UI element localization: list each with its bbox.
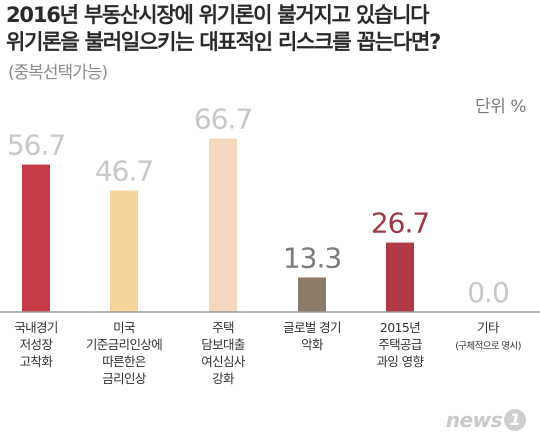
category-label-1-1: 기준금리인상에 [86,337,162,352]
chart-title: 2016년 부동산시장에 위기론이 불거지고 있습니다 위기론을 불러일으키는 … [6,2,536,56]
bar-3 [298,277,326,312]
category-label-2-3: 강화 [212,371,235,386]
category-label-2-2: 여신심사 [201,354,246,369]
bar-0 [22,164,50,312]
category-label-5-1: (구체적으로 명시) [455,340,521,352]
unit-label: 단위 % [475,97,526,117]
logo-text: news [445,408,503,432]
category-label-2-0: 주택 [212,320,234,335]
chart-subtitle: (중복선택가능) [8,63,108,83]
title-line-1: 2016년 부동산시장에 위기론이 불거지고 있습니다 [6,3,430,27]
bars-group [22,138,414,312]
category-label-4-1: 주택공급 [378,337,422,352]
category-label-4-0: 2015년 [380,320,420,335]
title-line-2: 위기론을 불러일으키는 대표적인 리스크를 꼽는다면? [6,30,441,54]
category-label-5-0: 기타 [477,320,500,335]
bar-4 [386,242,414,312]
value-label-4: 26.7 [371,207,429,240]
category-label-3-1: 악화 [301,337,324,352]
category-label-4-2: 과잉 영향 [377,354,425,369]
category-label-2-1: 담보대출 [201,337,245,352]
category-label-0-2: 고착화 [20,354,54,369]
category-label-0-0: 국내경기 [14,320,58,335]
logo-badge: 1 [504,409,526,431]
bar-2 [209,138,237,312]
value-labels-group: 56.7 46.7 66.7 13.3 26.7 0.0 [7,103,510,309]
category-label-0-1: 저성장 [20,337,54,352]
value-label-3: 13.3 [283,241,341,274]
news1-logo: news 1 [446,408,526,432]
bar-1 [110,190,138,312]
value-label-1: 46.7 [95,155,153,188]
category-label-1-3: 금리인상 [102,371,147,386]
value-label-2: 66.7 [194,103,252,136]
value-label-0: 56.7 [7,129,65,162]
value-label-5: 0.0 [467,276,509,309]
category-label-1-2: 따른한은 [102,354,146,369]
category-label-1-0: 미국 [113,320,135,335]
category-label-3-0: 글로벌 경기 [283,320,341,335]
